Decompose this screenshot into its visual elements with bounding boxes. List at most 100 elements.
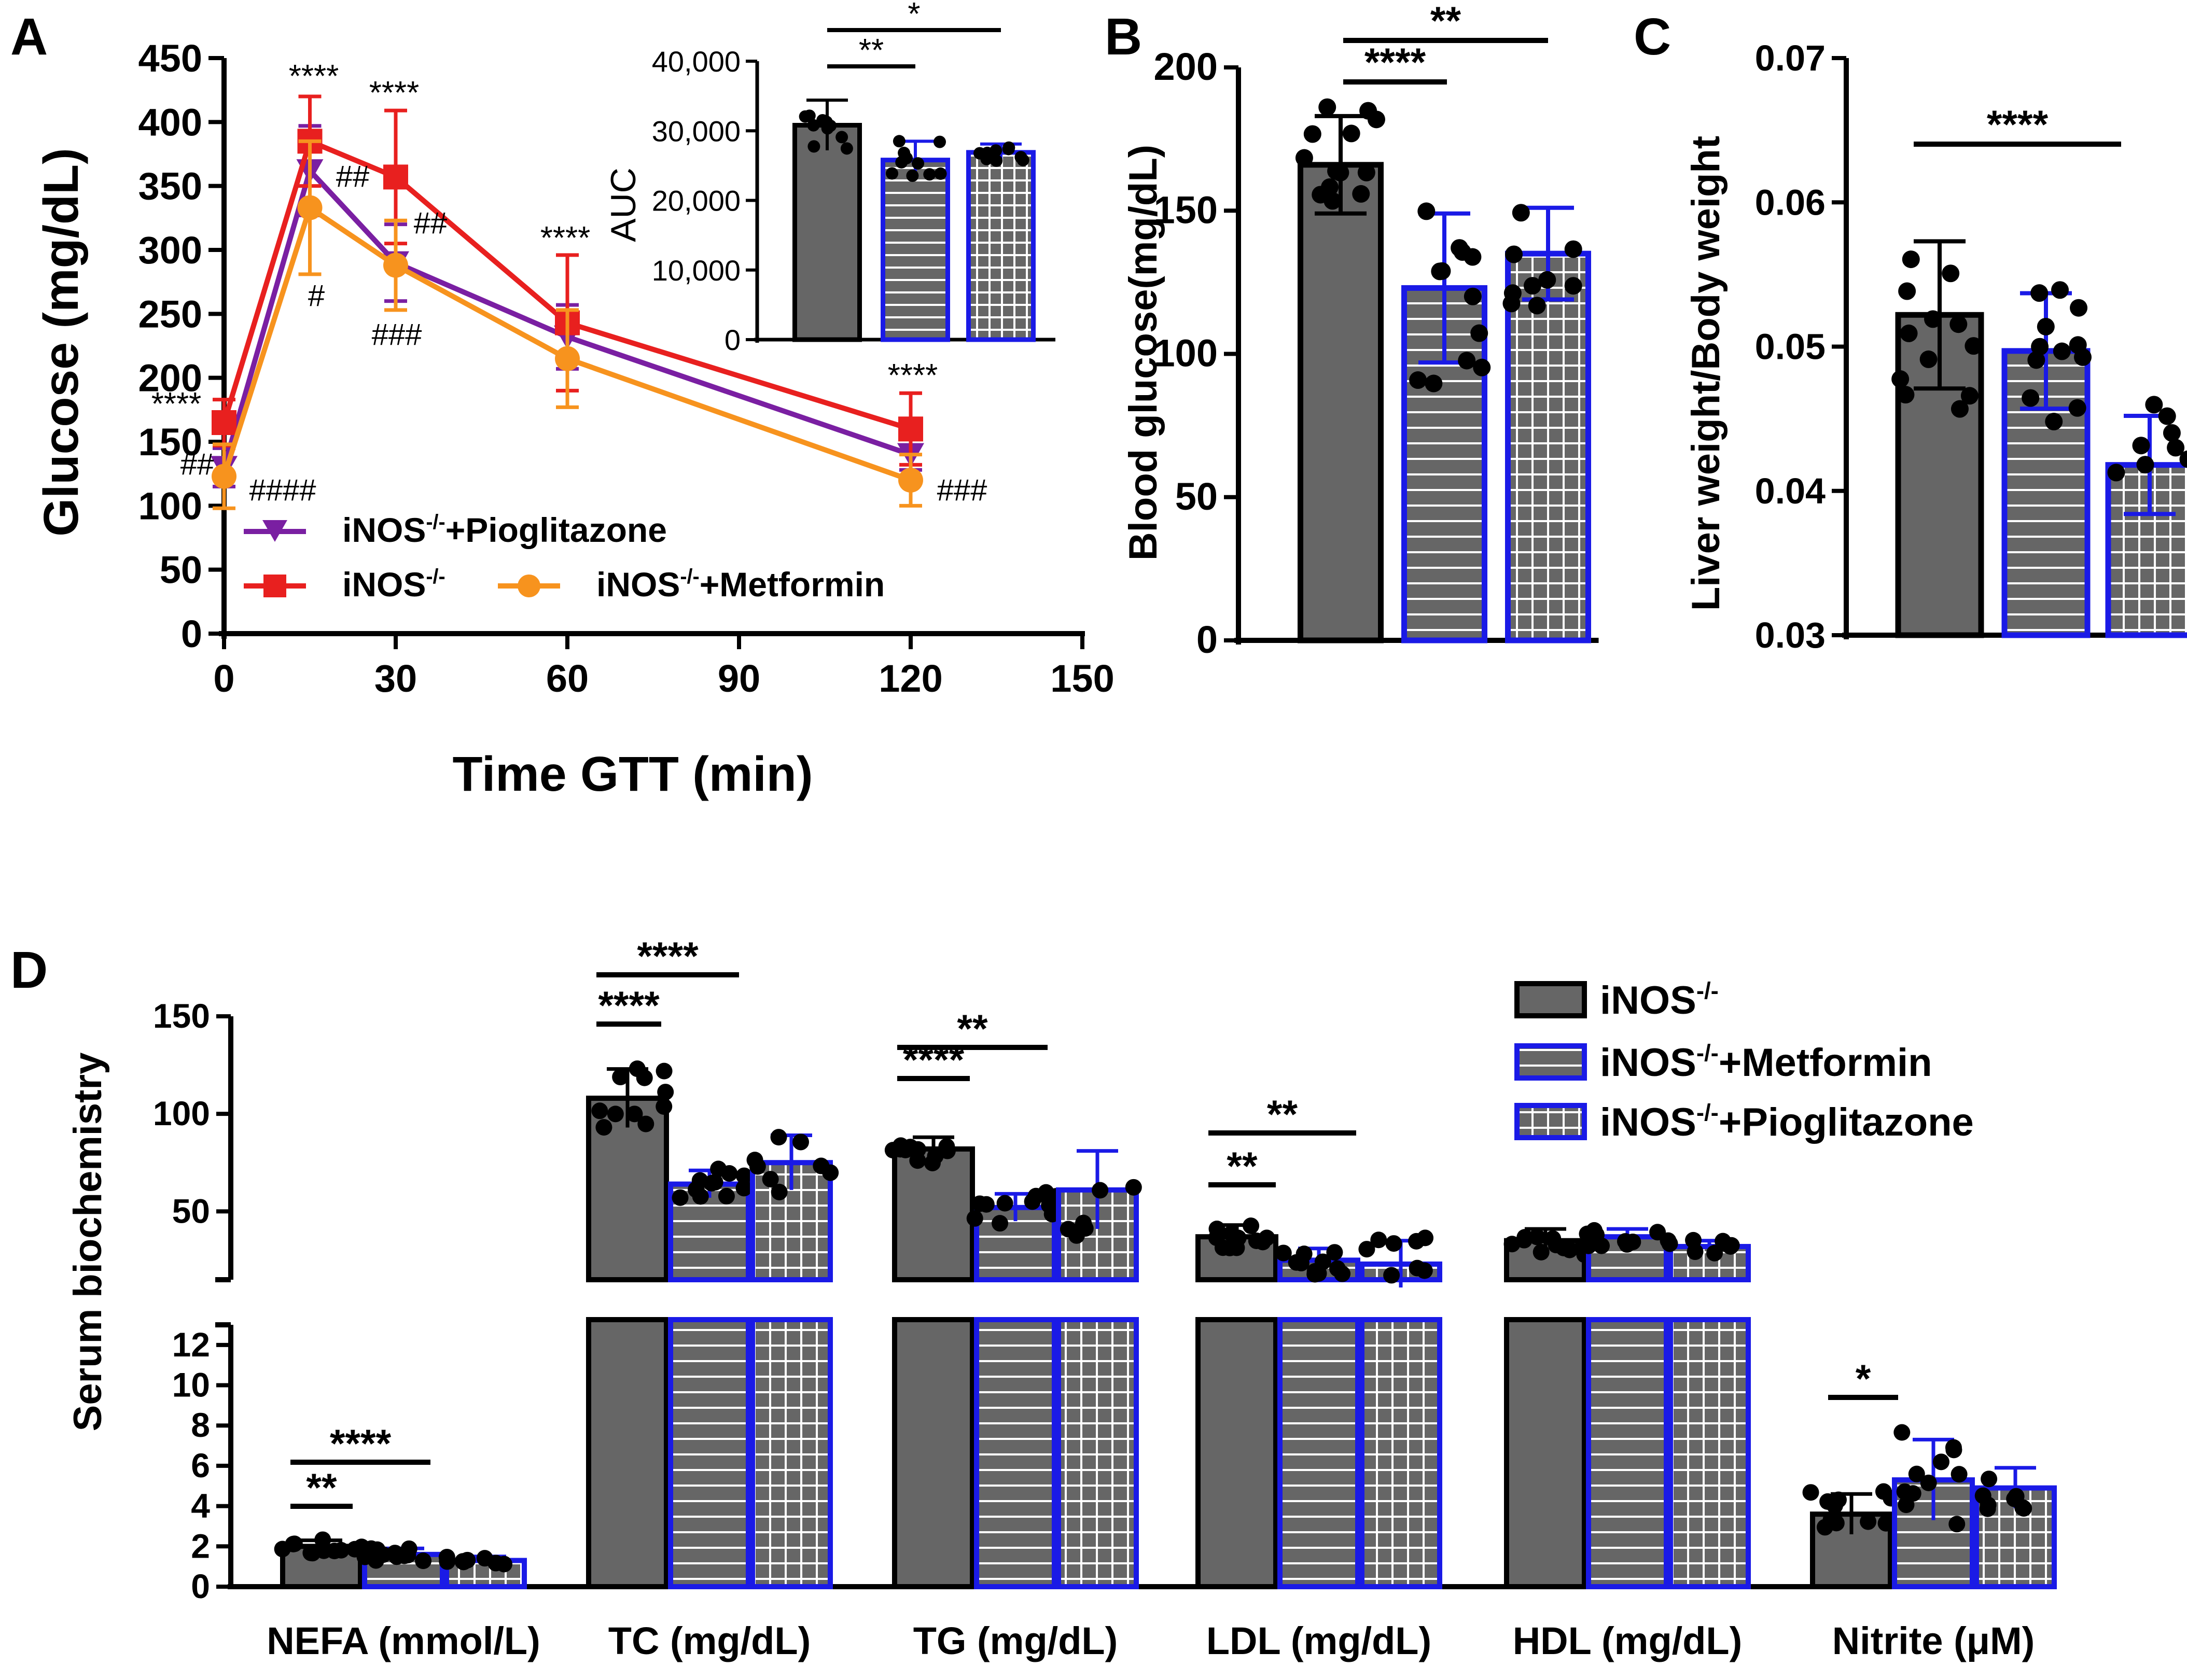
data-point [1951, 1466, 1968, 1483]
panel-b-ylabel: Blood glucose(mg/dL) [1121, 145, 1165, 561]
data-point [1295, 149, 1313, 167]
inset-data-point [973, 147, 986, 160]
data-point [455, 1553, 472, 1571]
y-tick-label: 350 [138, 165, 202, 208]
data-point [1512, 204, 1530, 222]
data-point [1924, 310, 1942, 328]
significance-stars: **** [540, 220, 591, 256]
inset-data-point [807, 119, 820, 132]
data-point [718, 1187, 735, 1205]
significance-label: ** [306, 1466, 337, 1510]
data-point [487, 1555, 505, 1572]
data-point [399, 1547, 416, 1564]
legend-swatch [1514, 981, 1587, 1018]
data-point [898, 468, 923, 493]
y-tick-label: 100 [138, 484, 202, 527]
data-point [672, 1189, 689, 1206]
data-point [1359, 102, 1377, 120]
data-point [636, 1069, 653, 1086]
data-point [2068, 399, 2086, 417]
inset-bar [792, 123, 862, 342]
significance-label: **** [903, 1038, 965, 1082]
data-point [978, 1196, 995, 1213]
data-point [1024, 1193, 1041, 1210]
inset-data-point [835, 131, 848, 144]
data-point [2051, 281, 2069, 299]
data-point [1555, 1239, 1572, 1256]
y-tick-label: 0.03 [1755, 615, 1826, 655]
data-point [909, 1152, 926, 1169]
data-point [762, 1171, 779, 1188]
data-point [1951, 400, 1969, 418]
inset-data-point [1002, 143, 1015, 156]
bar [1505, 250, 1591, 643]
data-point [2167, 439, 2185, 457]
data-point [1342, 124, 1360, 143]
panel-a-line-chart: 0 50 100 150 200 250 300 350 400 450 0 30 60 90 120 150… [138, 37, 1115, 700]
data-point [1303, 125, 1321, 143]
data-point [1417, 202, 1436, 220]
data-point [822, 1164, 839, 1181]
data-point [1902, 250, 1920, 269]
lower-y-tick-label: 10 [172, 1366, 210, 1404]
lower-y-tick-label: 0 [191, 1567, 210, 1605]
data-point [1451, 239, 1469, 257]
data-point [1464, 287, 1482, 305]
significance-hashes: # [308, 279, 325, 313]
data-point [770, 1129, 787, 1146]
data-point [1502, 295, 1521, 313]
y-tick-label: 400 [138, 101, 202, 144]
legend-swatch [1514, 1103, 1587, 1140]
data-point [2070, 299, 2088, 317]
significance-label: **** [637, 934, 699, 978]
significance-hashes: ### [372, 318, 422, 352]
significance-label: **** [330, 1422, 392, 1466]
data-point [1275, 1244, 1292, 1262]
inset-data-point [803, 109, 816, 122]
legend-label: iNOS-/-+Pioglitazone [342, 511, 667, 549]
data-point [1932, 1453, 1949, 1471]
data-point [2053, 342, 2071, 360]
inset-data-point [820, 116, 833, 129]
data-point [1416, 1262, 1433, 1279]
data-point [1060, 1221, 1077, 1238]
bar-lower-segment [586, 1317, 669, 1589]
y-tick-label: 0.05 [1755, 327, 1826, 367]
inset-y-tick-label: 10,000 [652, 254, 741, 287]
data-point [892, 1137, 909, 1154]
data-point [607, 1105, 624, 1123]
inset-data-point [990, 144, 1002, 157]
significance-label: ** [1267, 1093, 1298, 1137]
data-point [637, 1115, 654, 1132]
y-tick-label: 0.04 [1755, 471, 1826, 511]
data-point [555, 346, 580, 371]
data-point [363, 1540, 380, 1557]
data-point [656, 1062, 673, 1080]
y-tick-label: 0.07 [1755, 38, 1826, 78]
data-point [1523, 277, 1541, 295]
data-point [383, 164, 408, 190]
data-point [383, 253, 408, 278]
bar-lower-segment [1195, 1317, 1278, 1589]
data-point [1945, 1439, 1962, 1456]
lower-y-tick-label: 2 [191, 1527, 210, 1565]
legend-marker [518, 575, 540, 597]
data-point [1334, 1265, 1351, 1282]
legend-swatch [1514, 1043, 1587, 1081]
data-point [2015, 1500, 2032, 1517]
data-point [1981, 1471, 1998, 1488]
data-point [1948, 1516, 1966, 1533]
data-point [1528, 297, 1546, 315]
y-tick-label: 0 [181, 612, 202, 655]
panel-d-ylabel: Serum biochemistry [66, 1053, 110, 1432]
significance-label: **** [598, 984, 660, 1028]
inset-data-point [893, 135, 906, 148]
data-point [721, 1165, 738, 1182]
x-tick-label: 0 [213, 657, 234, 700]
data-point [691, 1172, 708, 1189]
significance-label: ** [957, 1007, 988, 1051]
data-point [1208, 1220, 1225, 1237]
data-point [1802, 1484, 1819, 1501]
data-point [212, 410, 236, 435]
